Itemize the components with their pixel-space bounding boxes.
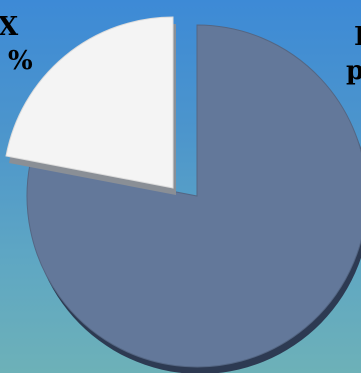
pie-slice-1 — [26, 24, 361, 368]
slice-label-small-line2: % — [8, 46, 33, 76]
slice-label-small-line1: X — [0, 12, 19, 42]
slice-label-large-line1: I — [354, 22, 361, 52]
pie-slice-0 — [5, 16, 174, 189]
slice-label-large-line2: p — [346, 56, 361, 86]
